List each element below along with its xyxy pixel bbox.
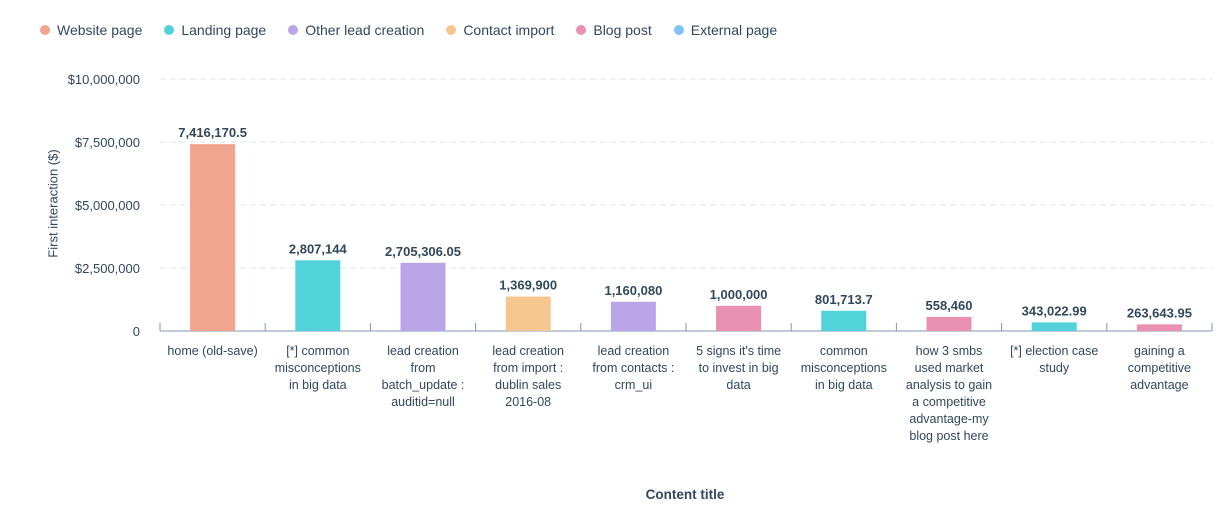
y-axis-title: First interaction ($) <box>45 149 61 258</box>
bar-value-label: 263,643.95 <box>1127 305 1192 320</box>
x-tick-label: lead creation from contacts : crm_ui <box>592 344 675 392</box>
bar-value-label: 558,460 <box>926 298 973 313</box>
x-tick-label: common misconceptions in big data <box>800 344 887 392</box>
bar <box>610 301 656 331</box>
legend-label: Blog post <box>593 22 652 38</box>
bar <box>190 144 236 331</box>
bar-value-label: 343,022.99 <box>1022 303 1087 318</box>
legend-item[interactable]: Website page <box>40 22 142 38</box>
bar-value-label: 1,000,000 <box>710 287 768 302</box>
legend-item[interactable]: Landing page <box>164 22 266 38</box>
x-tick-label: lead creation from batch_update : auditi… <box>381 344 465 409</box>
legend-item[interactable]: Blog post <box>576 22 652 38</box>
legend-item[interactable]: Other lead creation <box>288 22 424 38</box>
bar-value-label: 2,807,144 <box>289 241 348 256</box>
bar <box>1031 322 1077 331</box>
bar <box>295 260 341 331</box>
y-tick-label: $10,000,000 <box>68 72 140 87</box>
bar <box>926 316 972 331</box>
x-tick-label: lead creation from import : dublin sales… <box>492 344 564 409</box>
legend-dot-icon <box>446 25 457 35</box>
legend-dot-icon <box>288 25 299 35</box>
bar <box>821 310 867 331</box>
y-tick-label: $7,500,000 <box>75 135 140 150</box>
bar-value-label: 801,713.7 <box>815 292 873 307</box>
legend-label: Landing page <box>181 22 267 38</box>
x-tick-label: [*] common misconceptions in big data <box>274 344 361 392</box>
legend-label: External page <box>690 22 778 38</box>
x-tick-label: home (old-save) <box>167 344 258 358</box>
legend-dot-icon <box>576 25 587 35</box>
x-tick-label: 5 signs it's time to invest in big data <box>696 344 782 392</box>
bar <box>716 305 762 331</box>
legend-label: Other lead creation <box>305 22 425 38</box>
bar-value-label: 1,369,900 <box>499 277 557 292</box>
legend-dot-icon <box>40 25 50 35</box>
x-tick-label: [*] election case study <box>1010 344 1099 375</box>
legend-item[interactable]: Contact import <box>446 22 554 38</box>
legend-dot-icon <box>673 25 684 35</box>
bar <box>400 262 446 331</box>
bar-value-label: 1,160,080 <box>604 283 662 298</box>
bar <box>505 296 551 331</box>
legend-label: Website page <box>57 22 143 38</box>
legend-dot-icon <box>164 25 175 35</box>
bar-value-label: 7,416,170.5 <box>178 125 247 140</box>
x-tick-label: gaining a competitive advantage <box>1127 344 1191 392</box>
legend: Website page Landing page Other lead creat… <box>40 22 777 38</box>
x-tick-label: how 3 smbs used market analysis to gain … <box>905 344 993 443</box>
legend-item[interactable]: External page <box>673 22 778 38</box>
x-axis-title: Content title <box>645 487 725 502</box>
bar-value-label: 2,705,306.05 <box>385 244 461 259</box>
y-tick-label: $2,500,000 <box>75 261 140 276</box>
bar <box>1136 324 1182 331</box>
y-tick-label: 0 <box>133 324 140 339</box>
legend-label: Contact import <box>463 22 555 38</box>
y-tick-label: $5,000,000 <box>75 198 140 213</box>
